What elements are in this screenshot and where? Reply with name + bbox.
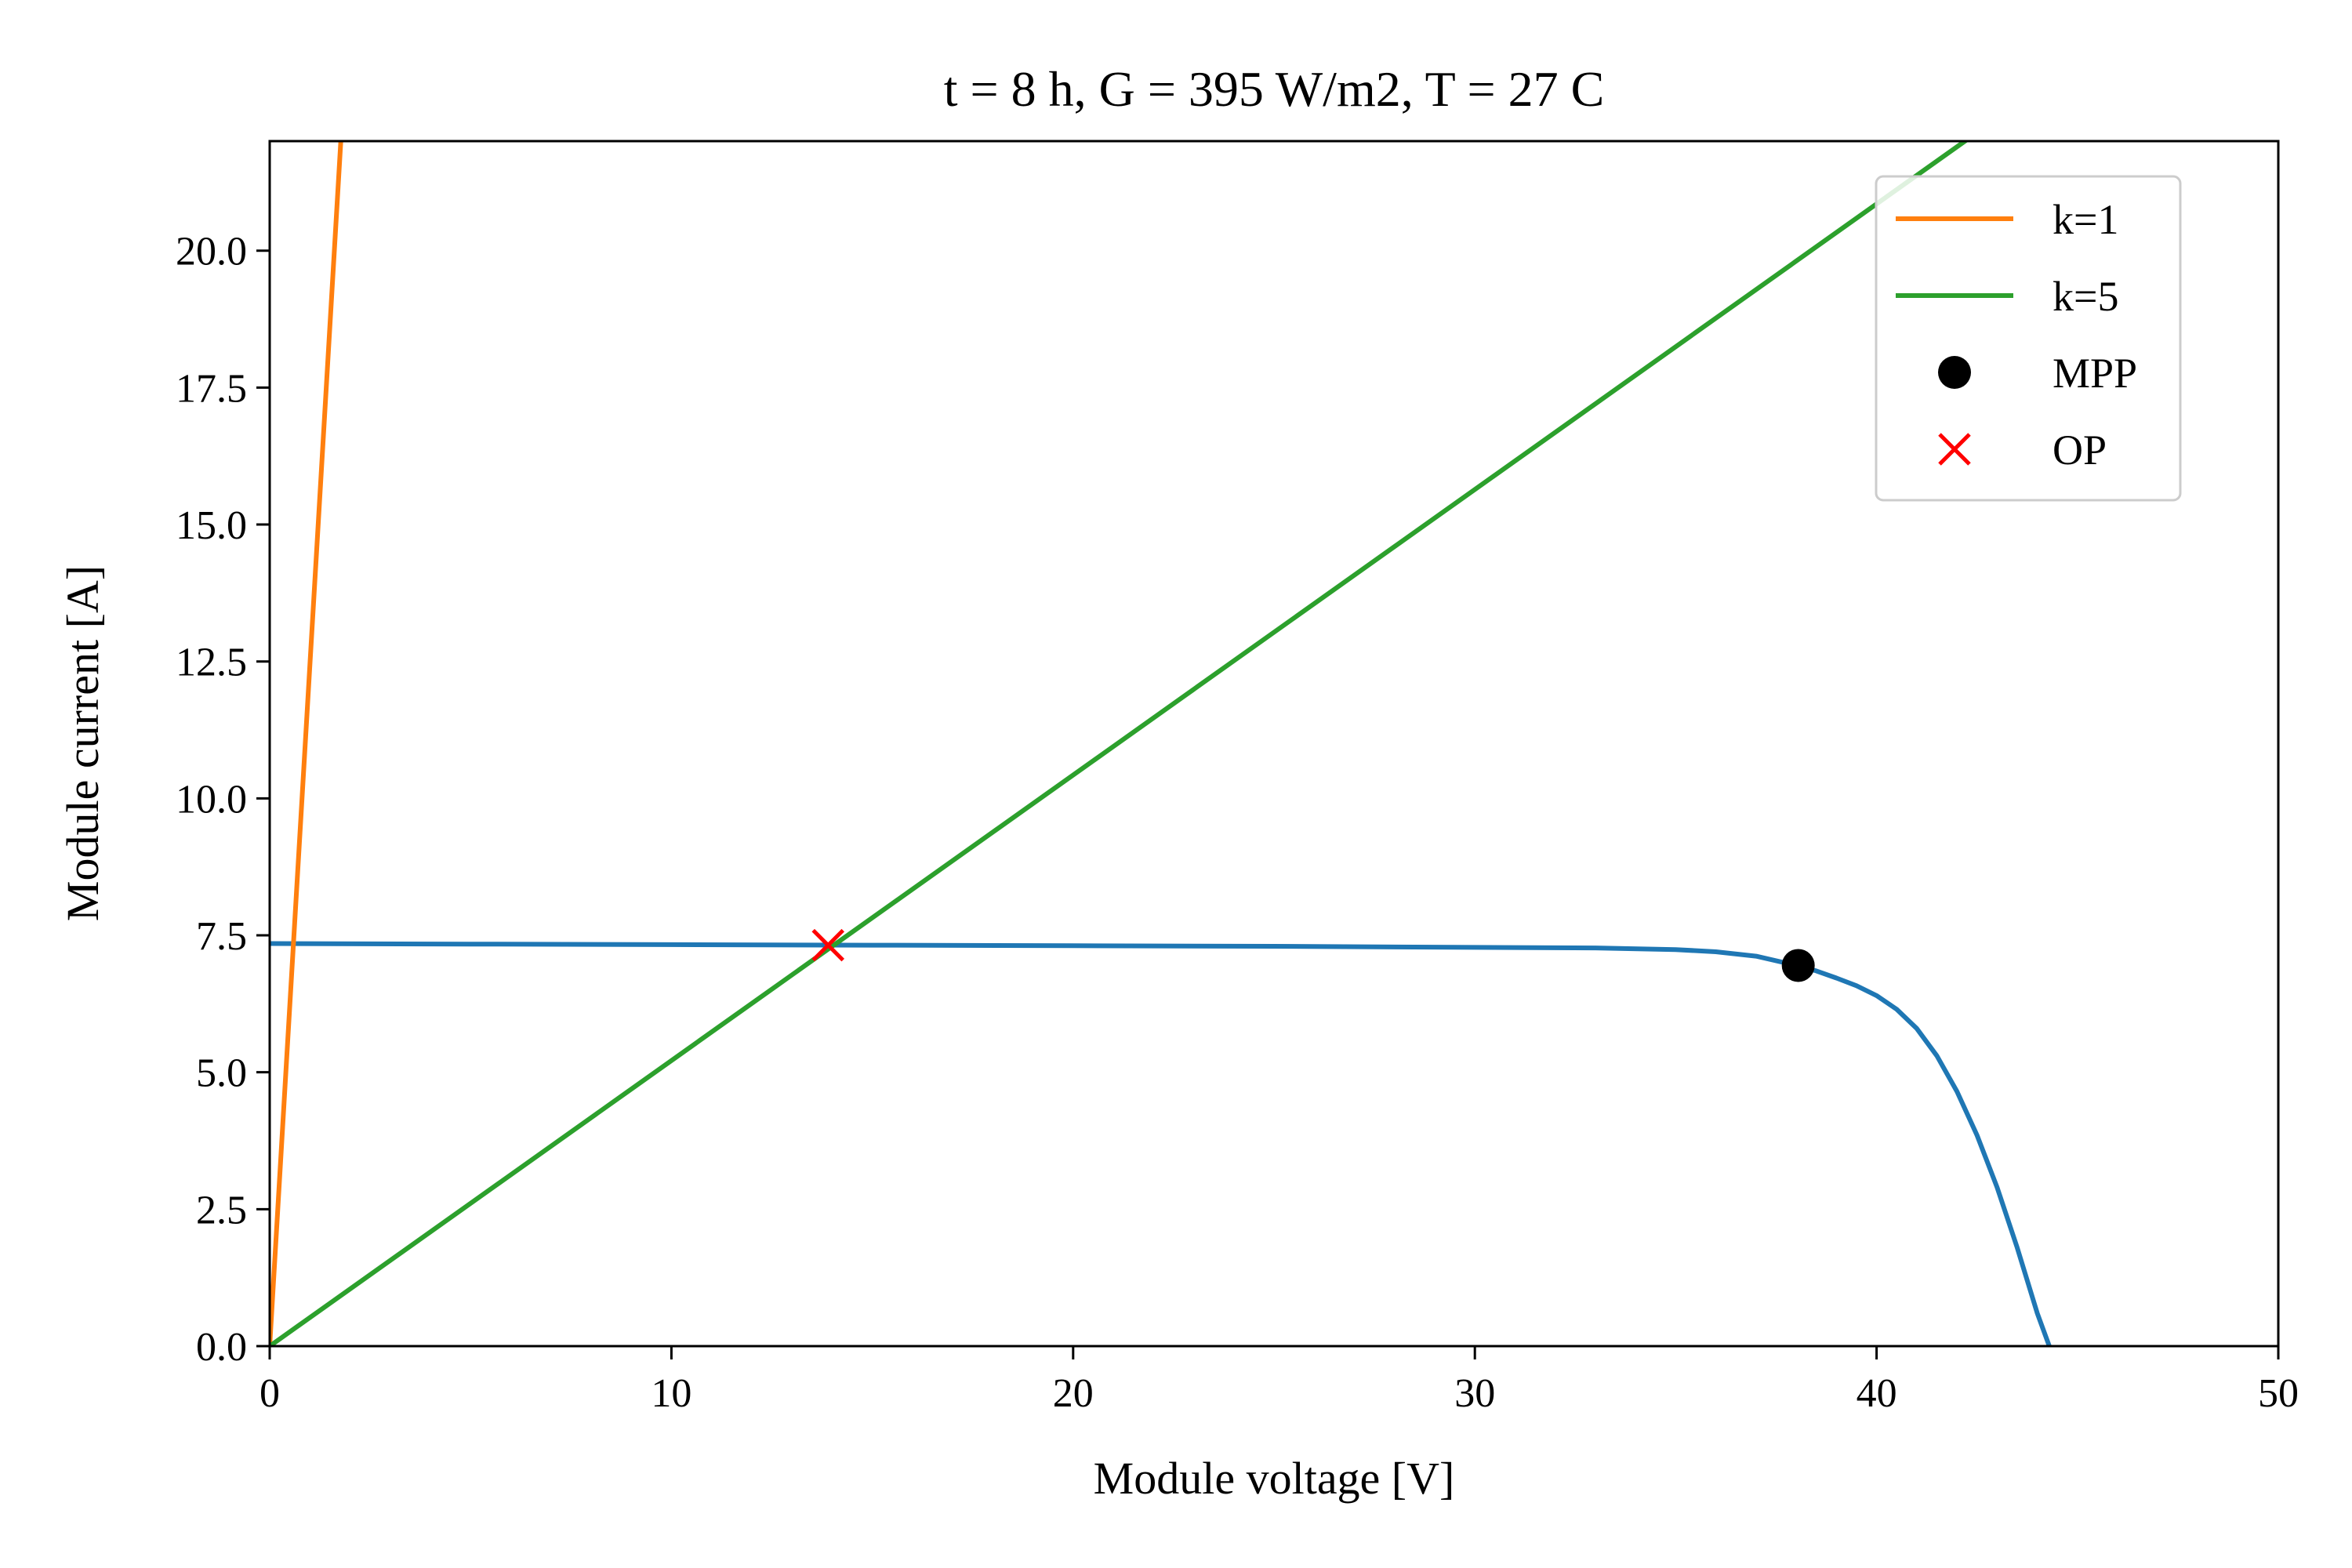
legend-swatch-op [1938,433,1971,466]
plot-frame [268,140,2280,1348]
series-line-k1 [270,141,343,1346]
plot-series [270,141,2053,1346]
y-tick-label: 0.0 [196,1325,247,1370]
y-tick-label: 12.5 [176,641,247,685]
legend-label-op: OP [2053,426,2107,474]
x-tick-label: 10 [651,1371,691,1416]
x-tick-label: 40 [1857,1371,1897,1416]
legend-label-k1: k=1 [2053,196,2118,243]
x-tick-label: 30 [1454,1371,1495,1416]
y-tick-label: 2.5 [196,1188,247,1232]
y-tick-label: 10.0 [176,777,247,822]
y-tick-label: 7.5 [196,914,247,959]
x-tick-label: 0 [260,1371,280,1416]
legend-swatch-mpp [1938,356,1971,389]
y-tick-label: 20.0 [176,230,247,274]
series-line-k5 [270,141,1969,1346]
x-axis: 0 10 20 30 40 50 [260,1346,2299,1416]
legend-label-mpp: MPP [2053,350,2137,397]
y-tick-label: 17.5 [176,366,247,411]
y-tick-label: 15.0 [176,503,247,548]
plot-points [811,928,1815,982]
x-tick-label: 50 [2258,1371,2299,1416]
mpp-marker [1781,949,1815,982]
x-axis-label: Module voltage [V] [1094,1453,1455,1504]
y-axis-label: Module current [A] [57,565,108,921]
legend-box [1875,175,2182,502]
y-axis: 0.0 2.5 5.0 7.5 10.0 12.5 15.0 17.5 20.0 [176,230,270,1370]
x-tick-label: 20 [1053,1371,1094,1416]
chart-title: t = 8 h, G = 395 W/m2, T = 27 C [944,61,1605,117]
y-tick-label: 5.0 [196,1051,247,1096]
legend: k=1 k=5 MPP OP [1875,175,2182,502]
op-marker [811,928,845,962]
legend-label-k5: k=5 [2053,273,2118,320]
series-line-iv_curve [270,941,2053,1346]
